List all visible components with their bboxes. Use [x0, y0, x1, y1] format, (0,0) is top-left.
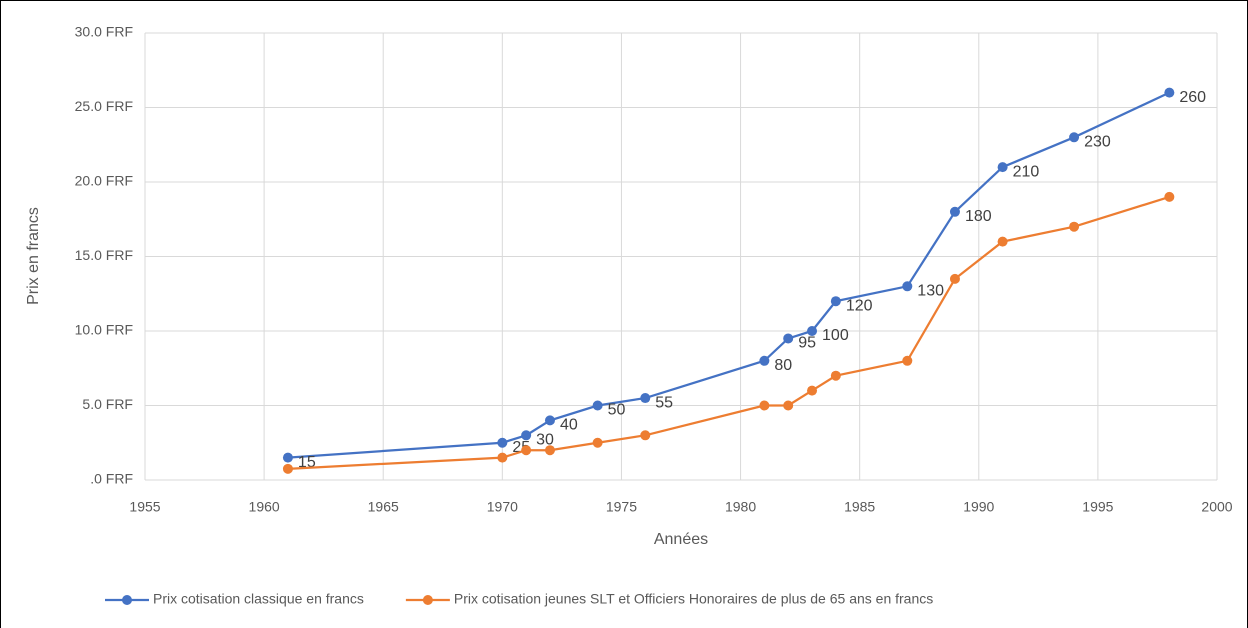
data-label: 230: [1084, 134, 1111, 151]
series-line: [287, 91, 1170, 459]
x-tick-label: 2000: [1201, 499, 1232, 515]
data-point: [949, 206, 960, 217]
data-label: 180: [965, 208, 992, 225]
series-line: [287, 195, 1170, 470]
data-point: [997, 162, 1008, 173]
y-tick-label: .0 FRF: [90, 471, 133, 487]
y-tick-label: 20.0 FRF: [75, 173, 133, 189]
x-tick-label: 1955: [129, 499, 160, 515]
data-label: 30: [536, 432, 554, 449]
data-point: [759, 355, 770, 366]
data-point: [807, 385, 818, 396]
x-tick-label: 1960: [249, 499, 280, 515]
data-label: 120: [846, 297, 873, 314]
data-label: 130: [917, 283, 944, 300]
data-point: [497, 452, 508, 463]
data-point: [497, 437, 508, 448]
data-label: 95: [798, 335, 816, 352]
data-point: [807, 326, 818, 336]
data-point: [1164, 191, 1175, 202]
data-point: [544, 415, 555, 426]
data-point: [282, 463, 293, 474]
x-tick-label: 1975: [606, 499, 637, 515]
data-label: 210: [1013, 163, 1040, 180]
data-point: [592, 400, 603, 411]
y-tick-label: 30.0 FRF: [75, 24, 133, 40]
data-point: [949, 273, 960, 284]
data-label: 50: [608, 402, 626, 419]
data-point: [759, 400, 770, 411]
data-label: 55: [655, 394, 673, 411]
legend-marker: [122, 595, 132, 605]
x-tick-label: 1985: [844, 499, 875, 515]
y-axis-label: Prix en francs: [25, 207, 42, 305]
data-point: [783, 400, 794, 411]
legend-label: Prix cotisation jeunes SLT et Officiers …: [454, 591, 933, 607]
data-label: 100: [822, 327, 849, 344]
data-point: [830, 370, 841, 381]
data-point: [640, 393, 651, 404]
data-point: [544, 445, 555, 456]
x-tick-label: 1990: [963, 499, 994, 515]
data-point: [830, 296, 841, 307]
data-point: [640, 430, 651, 441]
data-point: [521, 445, 532, 456]
y-tick-label: 15.0 FRF: [75, 247, 133, 263]
data-point: [902, 281, 913, 292]
x-tick-label: 1980: [725, 499, 756, 515]
data-point: [282, 452, 293, 463]
data-point: [783, 333, 794, 344]
x-tick-label: 1965: [368, 499, 399, 515]
legend-label: Prix cotisation classique en francs: [153, 591, 364, 607]
y-tick-label: 10.0 FRF: [75, 322, 133, 338]
data-point: [1069, 132, 1080, 143]
legend-marker: [422, 595, 433, 605]
x-tick-label: 1970: [487, 499, 518, 515]
data-label: 80: [774, 357, 792, 374]
y-tick-label: 5.0 FRF: [82, 396, 133, 412]
data-point: [902, 355, 913, 366]
y-tick-label: 25.0 FRF: [75, 98, 133, 114]
data-point: [592, 437, 603, 448]
x-tick-label: 1995: [1082, 499, 1113, 515]
data-label: 260: [1179, 89, 1206, 106]
data-point: [997, 236, 1008, 247]
data-point: [521, 430, 532, 441]
x-axis-label: Années: [654, 531, 708, 548]
data-label: 40: [560, 417, 578, 434]
data-point: [1069, 221, 1080, 232]
data-point: [1164, 87, 1175, 98]
